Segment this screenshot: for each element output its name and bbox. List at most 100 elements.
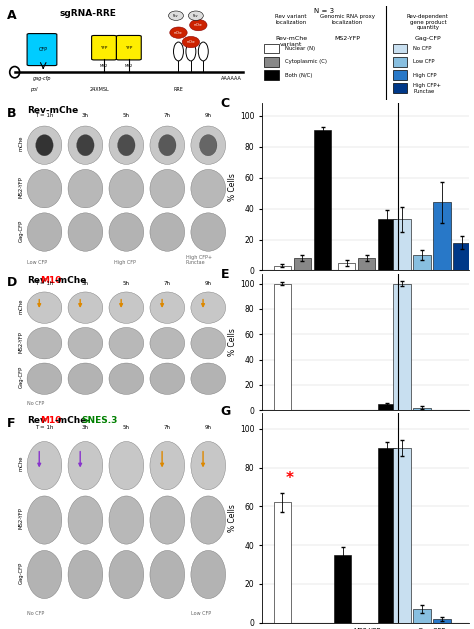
Text: MS2-YFP: MS2-YFP — [18, 507, 23, 529]
Text: Gag-CFP: Gag-CFP — [18, 366, 23, 389]
Text: High CFP+
Punctae: High CFP+ Punctae — [186, 255, 212, 265]
Ellipse shape — [150, 442, 185, 489]
Bar — [393, 220, 410, 270]
Bar — [294, 258, 311, 270]
Bar — [264, 44, 279, 53]
Ellipse shape — [191, 213, 226, 251]
Y-axis label: % Cells: % Cells — [228, 328, 237, 356]
Text: T = 1h: T = 1h — [35, 425, 54, 430]
Text: 9h: 9h — [205, 281, 212, 286]
Text: Nuclear (N): Nuclear (N) — [285, 46, 315, 51]
Ellipse shape — [68, 496, 103, 544]
FancyBboxPatch shape — [91, 35, 117, 60]
Bar — [264, 57, 279, 67]
Ellipse shape — [191, 363, 226, 394]
Text: Gag-CFP: Gag-CFP — [18, 561, 23, 584]
Text: MS2-YFP: MS2-YFP — [18, 176, 23, 198]
Text: 9h: 9h — [205, 425, 212, 430]
Ellipse shape — [68, 328, 103, 359]
Text: High CFP+
Punctae: High CFP+ Punctae — [413, 83, 441, 94]
Bar — [378, 404, 396, 410]
Ellipse shape — [190, 19, 207, 31]
Text: Rev-mChe
variant: Rev-mChe variant — [275, 36, 307, 47]
Text: 3h: 3h — [82, 113, 89, 118]
Ellipse shape — [27, 126, 62, 164]
Ellipse shape — [109, 213, 144, 251]
Ellipse shape — [191, 442, 226, 489]
Text: pol: pol — [29, 87, 37, 92]
Text: N = 3: N = 3 — [314, 8, 334, 14]
Text: 5h: 5h — [123, 425, 130, 430]
Ellipse shape — [150, 550, 185, 599]
Ellipse shape — [188, 11, 203, 20]
Y-axis label: % Cells: % Cells — [228, 504, 237, 532]
Text: High CFP: High CFP — [413, 72, 437, 77]
Bar — [453, 243, 471, 270]
Bar — [264, 70, 279, 80]
Ellipse shape — [68, 363, 103, 394]
Ellipse shape — [109, 496, 144, 544]
Bar — [338, 263, 356, 270]
Text: AAAAAA: AAAAAA — [221, 75, 242, 81]
Text: M10: M10 — [41, 276, 62, 284]
Text: 3h: 3h — [82, 281, 89, 286]
Ellipse shape — [109, 363, 144, 394]
Text: Cytoplasmic (C): Cytoplasmic (C) — [285, 59, 327, 64]
Ellipse shape — [169, 11, 183, 20]
FancyBboxPatch shape — [27, 33, 57, 65]
Text: mChe: mChe — [18, 136, 23, 152]
Text: SNES.3: SNES.3 — [81, 416, 118, 425]
Text: Low CFP: Low CFP — [191, 611, 211, 616]
Bar — [392, 57, 407, 67]
Text: T = 1h: T = 1h — [35, 113, 54, 118]
FancyBboxPatch shape — [117, 35, 141, 60]
Bar — [378, 220, 396, 270]
Ellipse shape — [27, 363, 62, 394]
Text: D: D — [7, 276, 18, 289]
Ellipse shape — [77, 135, 94, 156]
Bar — [358, 258, 375, 270]
Text: 7h: 7h — [164, 281, 171, 286]
Ellipse shape — [191, 328, 226, 359]
Text: Rev: Rev — [173, 14, 179, 18]
Text: Rev variant
localization: Rev variant localization — [275, 14, 307, 25]
Text: RRE: RRE — [173, 87, 183, 92]
Ellipse shape — [109, 442, 144, 489]
Bar — [314, 130, 331, 270]
Text: T = 1h: T = 1h — [35, 281, 54, 286]
Text: No CFP: No CFP — [27, 611, 45, 616]
Text: Rev: Rev — [27, 416, 46, 425]
Text: Rev-mChe: Rev-mChe — [27, 106, 78, 115]
Ellipse shape — [150, 126, 185, 164]
Ellipse shape — [150, 292, 185, 323]
Text: 9h: 9h — [205, 113, 212, 118]
Ellipse shape — [27, 550, 62, 599]
Bar — [334, 555, 351, 623]
Text: F: F — [7, 418, 16, 430]
Ellipse shape — [68, 126, 103, 164]
Text: Rev-dependent
gene product
quantity: Rev-dependent gene product quantity — [407, 14, 449, 30]
Text: E: E — [220, 268, 229, 281]
Text: Genomic RNA proxy
localization: Genomic RNA proxy localization — [319, 14, 374, 25]
Bar — [393, 284, 410, 410]
Ellipse shape — [27, 328, 62, 359]
Text: mChe: mChe — [174, 31, 183, 35]
Bar — [413, 255, 431, 270]
Text: 7h: 7h — [164, 113, 171, 118]
Text: Gag-CFP: Gag-CFP — [414, 36, 441, 42]
Text: YFP: YFP — [125, 46, 133, 50]
Ellipse shape — [27, 496, 62, 544]
Ellipse shape — [150, 496, 185, 544]
Bar — [392, 70, 407, 80]
Text: YFP: YFP — [100, 46, 108, 50]
Ellipse shape — [170, 27, 187, 38]
Text: sgRNA-RRE: sgRNA-RRE — [59, 9, 116, 18]
Ellipse shape — [182, 36, 200, 48]
Text: Both (N/C): Both (N/C) — [285, 72, 312, 77]
Ellipse shape — [200, 135, 217, 156]
Text: Low CFP: Low CFP — [413, 59, 435, 64]
Text: MS2-YFP: MS2-YFP — [334, 36, 360, 42]
Text: mChe: mChe — [18, 456, 23, 471]
Ellipse shape — [191, 550, 226, 599]
Bar — [413, 408, 431, 410]
